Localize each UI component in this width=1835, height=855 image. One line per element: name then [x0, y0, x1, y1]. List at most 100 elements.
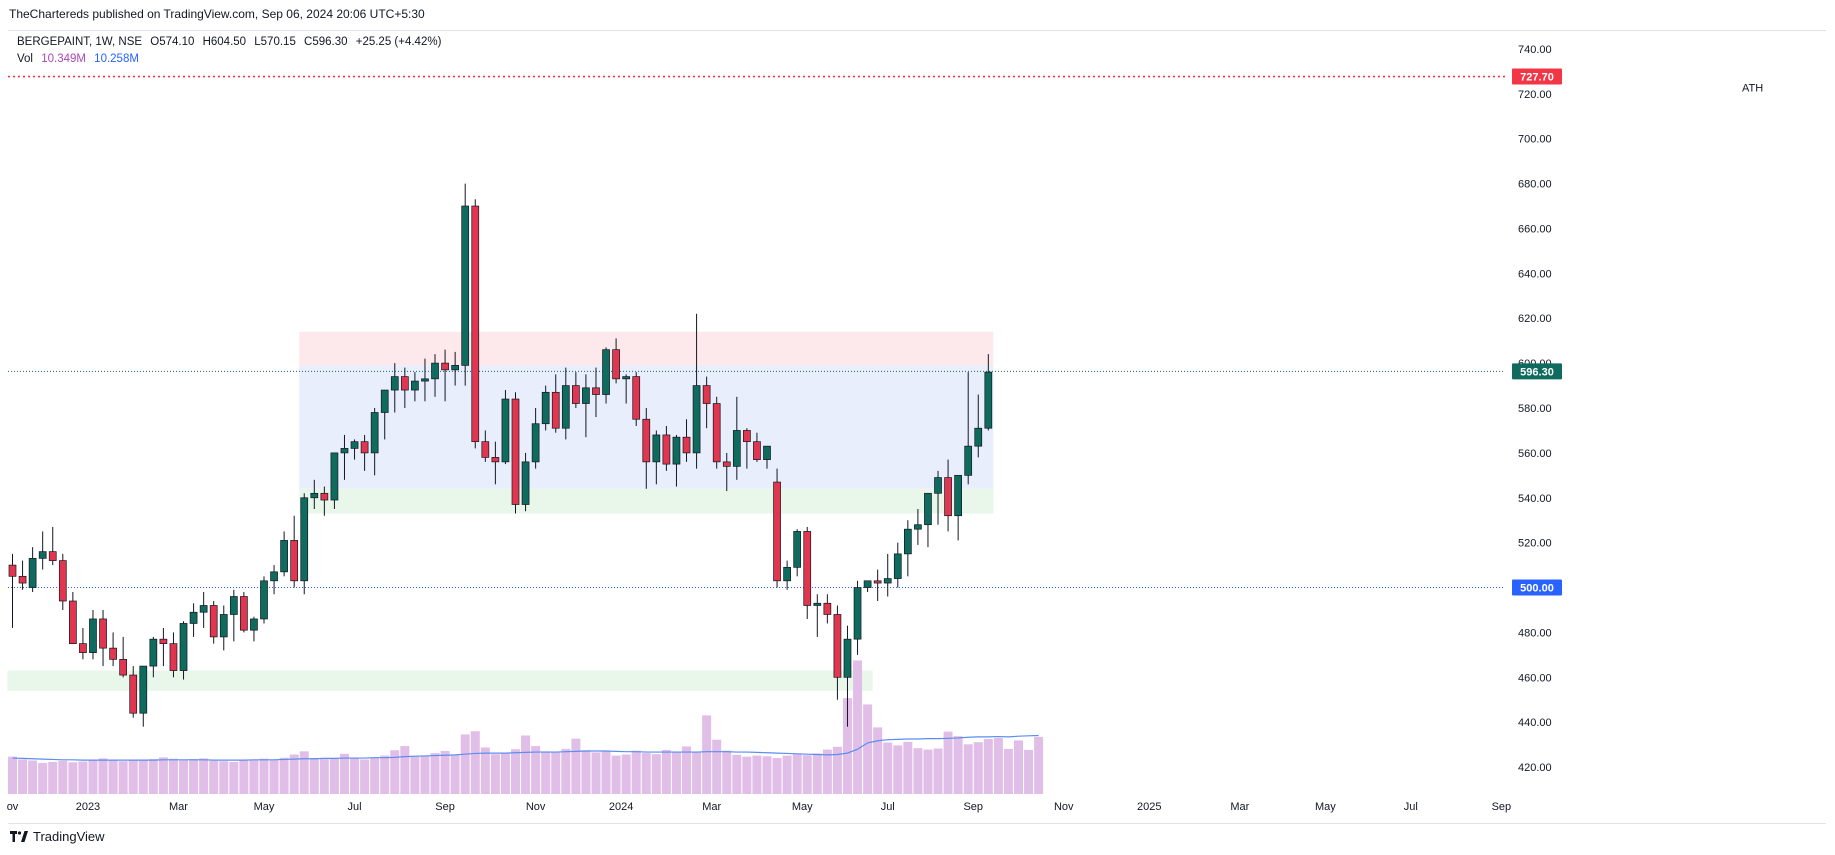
volume-bar [309, 758, 319, 794]
candle-body [8, 564, 17, 577]
volume-bar [460, 734, 470, 794]
candle-body [783, 566, 791, 582]
volume-bar [1003, 748, 1013, 794]
volume-bar [8, 756, 17, 794]
candle-body [803, 531, 812, 606]
volume-bar [339, 753, 349, 794]
volume-bar [722, 750, 732, 794]
volume-bar [289, 754, 299, 794]
volume-bar [490, 754, 500, 794]
volume-bar [792, 754, 802, 794]
y-tick-label: 560.00 [1518, 448, 1552, 460]
level-labels-layer: 727.70 596.30 500.00 ATH [1512, 68, 1763, 596]
volume-bar [591, 752, 601, 794]
level-label-bg [1512, 68, 1562, 85]
price-axis: 420.00 440.00 460.00 480.00 500.00 520.00 540.… [1518, 44, 1552, 774]
volume-bar [108, 760, 118, 794]
candle-body [69, 600, 77, 644]
legend-symbol-row[interactable]: BERGEPAINT, 1W, NSE O574.10 H604.50 L570… [17, 34, 446, 51]
volume-bar [581, 750, 591, 794]
candle-body [250, 618, 258, 631]
volume-bar [158, 757, 168, 794]
volume-bar [239, 760, 249, 794]
legend-volume-row[interactable]: Vol 10.349M 10.258M [17, 51, 446, 68]
candle-body [702, 385, 711, 404]
volume-bar [853, 660, 863, 794]
candle-body [411, 380, 419, 391]
volume-bar [259, 758, 269, 794]
candle-body [652, 434, 661, 463]
candle-body [753, 441, 761, 460]
x-tick-label: May [1315, 801, 1336, 813]
ath-label: ATH [1742, 83, 1763, 95]
legend-vol-ma: 10.258M [94, 53, 139, 65]
volume-ma-line [12, 734, 1039, 761]
volume-bar [903, 741, 913, 794]
candle-body [934, 477, 942, 494]
candle-body [461, 205, 470, 366]
x-tick-label: Mar [169, 801, 188, 813]
candle-body [531, 423, 540, 463]
candle-body [89, 618, 97, 653]
candle-body [229, 596, 238, 615]
volume-bar [229, 761, 239, 794]
volume-bar [551, 752, 561, 794]
candle-body [602, 349, 610, 395]
volume-bar [420, 755, 430, 794]
chart-legend: BERGEPAINT, 1W, NSE O574.10 H604.50 L570… [17, 34, 446, 68]
candle-body [773, 481, 781, 582]
volume-bar [249, 759, 259, 794]
volume-bar [410, 756, 420, 794]
volume-bar [521, 735, 531, 794]
zone-support-2 [299, 488, 994, 514]
volume-bar [78, 761, 88, 794]
legend-symbol[interactable]: BERGEPAINT, 1W, NSE [17, 36, 143, 48]
candle-body [712, 403, 721, 463]
publisher-line: TheChartereds published on TradingView.c… [9, 7, 425, 21]
price-chart[interactable]: 420.00 440.00 460.00 480.00 500.00 520.00 540.… [0, 0, 1835, 822]
volume-bar [400, 746, 410, 794]
volume-bar [269, 760, 279, 794]
candle-body [541, 391, 550, 425]
footer-brand[interactable]: TradingView [33, 829, 105, 844]
candle-body [692, 385, 701, 454]
y-tick-label: 620.00 [1518, 313, 1552, 325]
volume-layer [8, 660, 1044, 794]
candle-body [793, 531, 802, 568]
y-tick-label: 540.00 [1518, 493, 1552, 505]
volume-bar [128, 760, 138, 794]
y-tick-label: 660.00 [1518, 223, 1552, 235]
legend-low: L570.15 [254, 36, 296, 48]
volume-bar [199, 758, 209, 794]
x-tick-label: ov [7, 801, 19, 813]
level-label-500.00: 500.00 [1520, 583, 1554, 595]
candle-body [501, 398, 510, 463]
candle-body [893, 553, 902, 579]
volume-bar [168, 758, 178, 794]
volume-bar [1014, 740, 1023, 794]
candle-body [79, 643, 87, 653]
volume-bar [732, 754, 742, 794]
candle-body [813, 602, 822, 606]
volume-bar [209, 760, 219, 794]
volume-bar [611, 755, 621, 794]
candle-body [58, 560, 67, 602]
x-tick-label: Jul [1404, 801, 1418, 813]
candle-body [903, 528, 912, 555]
candle-body [219, 614, 228, 638]
candle-body [732, 430, 741, 467]
level-label-bg [1512, 579, 1562, 596]
level-label-727.70: 727.70 [1520, 72, 1554, 84]
y-tick-label: 460.00 [1518, 672, 1552, 684]
candle-body [199, 605, 208, 613]
candle-body [119, 659, 128, 676]
candle-body [169, 643, 178, 671]
candle-body [340, 448, 349, 454]
volume-bar [370, 758, 380, 794]
volume-bar [18, 759, 28, 794]
legend-vol-label: Vol [17, 53, 33, 65]
x-tick-label: Jul [348, 801, 362, 813]
candle-body [421, 378, 429, 382]
y-tick-label: 440.00 [1518, 717, 1552, 729]
candle-body [189, 611, 198, 624]
